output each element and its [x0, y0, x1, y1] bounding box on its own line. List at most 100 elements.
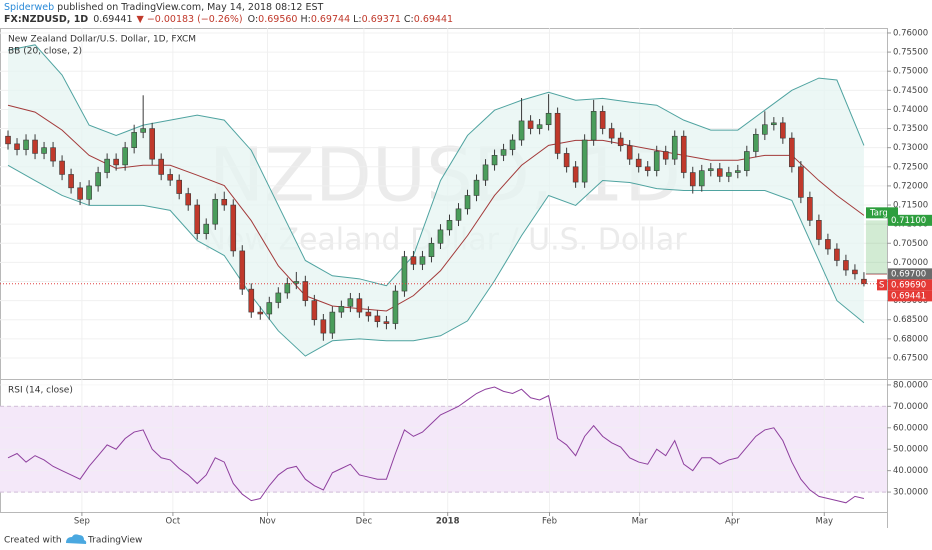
candle-body — [807, 197, 813, 221]
candle-body — [23, 139, 29, 150]
candle-body — [374, 315, 381, 322]
candle-body — [293, 281, 300, 284]
y-tick-label: 30.0000 — [893, 488, 928, 498]
header-line-1: Spiderweb published on TradingView.com, … — [4, 2, 324, 13]
candle-body — [284, 283, 291, 294]
y-tick-label: 0.68500 — [893, 315, 928, 325]
y-tick-label: 0.73000 — [893, 143, 928, 153]
axis-layer: 80.0000 70.0000 60.0000 50.0000 40.0000 30.00… — [74, 28, 932, 527]
y-tick-label: 70.0000 — [893, 402, 928, 412]
candle-body — [653, 151, 660, 171]
candle-body — [428, 242, 435, 257]
candle-body — [644, 166, 651, 171]
candle-body — [347, 298, 354, 307]
y-tick-label: 0.74000 — [893, 105, 928, 115]
y-tick-label: 50.0000 — [893, 445, 928, 455]
stop-tag: 0.69690 — [891, 280, 926, 290]
header-line-2: FX:NZDUSD, 1D 0.69441 ▼ −0.00183 (−0.26%) O… — [4, 14, 453, 25]
candle-body — [41, 147, 47, 154]
candle-body — [500, 149, 507, 156]
y-tick-label: 0.71500 — [893, 201, 928, 211]
y-tick-label: 0.76000 — [893, 28, 928, 38]
candle-body — [707, 168, 714, 171]
candle-body — [590, 111, 597, 141]
candle-body — [744, 151, 750, 171]
candle-body — [356, 298, 363, 313]
o-value: 0.69560 — [258, 14, 297, 25]
candle-body — [527, 120, 534, 129]
candle-body — [140, 128, 146, 133]
candle-body — [320, 319, 327, 334]
candle-body — [572, 166, 579, 183]
footer-created: Created with — [4, 536, 62, 546]
last-price-tag: 0.69441 — [891, 291, 926, 301]
candle-body — [716, 168, 723, 177]
candle-body — [248, 288, 255, 313]
candle-body — [410, 256, 417, 265]
stop-tag-bg — [888, 279, 932, 291]
candle-body — [455, 208, 462, 221]
candle-body — [329, 311, 336, 334]
candle-body — [194, 204, 201, 235]
stop-label: S — [879, 280, 884, 290]
change: ▼ −0.00183 (−0.26%) — [137, 14, 243, 25]
candle-body — [176, 179, 183, 194]
candle-body — [861, 278, 867, 285]
y-tick-label: 0.75000 — [893, 67, 928, 77]
stop-label-bg — [877, 279, 887, 291]
rsi-legend: RSI (14, close) — [8, 386, 73, 396]
candle-body — [203, 223, 210, 235]
candle-body — [104, 158, 110, 173]
c-value: 0.69441 — [414, 14, 453, 25]
candle-body — [635, 158, 642, 168]
target-tag: 0.71100 — [891, 216, 926, 226]
y-tick-label: 0.70500 — [893, 239, 928, 249]
candle-body — [581, 139, 588, 183]
candle-body — [212, 198, 219, 225]
tradingview-logo — [66, 534, 87, 544]
candle-body — [401, 256, 408, 292]
published: published on TradingView.com, May 14, 20… — [54, 2, 323, 13]
candle-body — [14, 143, 20, 150]
candle-body — [113, 158, 119, 166]
y-tick-label: 0.72000 — [893, 181, 928, 191]
candle-body — [735, 170, 741, 173]
y-tick-label: 0.72500 — [893, 162, 928, 172]
plot-layer — [0, 28, 887, 512]
candle-body — [32, 139, 38, 154]
h-label: H: — [300, 14, 310, 25]
candle-body — [275, 292, 282, 303]
rsi-line — [7, 386, 865, 504]
y-tick-label: 80.0000 — [893, 380, 928, 390]
candle-body — [311, 300, 318, 321]
candle-body — [662, 151, 669, 160]
candle-body — [77, 187, 83, 200]
target-label-bg — [866, 207, 898, 219]
h-value: 0.69744 — [311, 14, 350, 25]
bb-lower — [7, 164, 865, 357]
candle-body — [230, 204, 237, 252]
entry-tag-bg — [888, 268, 932, 280]
candle-body — [834, 248, 840, 261]
footer-brand[interactable]: TradingView — [87, 536, 142, 546]
candle-body — [419, 256, 426, 265]
candle-body — [167, 174, 173, 181]
last-price-tag-bg — [888, 290, 932, 302]
candle-body — [158, 158, 164, 175]
candle-body — [68, 174, 74, 189]
candle-body — [816, 220, 822, 240]
author[interactable]: Spiderweb — [4, 2, 54, 13]
candle-body — [753, 133, 759, 152]
candle-body — [131, 132, 137, 148]
y-tick-label: 0.74500 — [893, 86, 928, 96]
candle-body — [482, 164, 489, 181]
candle-body — [86, 185, 92, 200]
y-tick-label: 0.67500 — [893, 353, 928, 363]
y-tick-label: 60.0000 — [893, 423, 928, 433]
l-value: 0.69371 — [362, 14, 401, 25]
candle-body — [518, 120, 525, 141]
candle-body — [5, 135, 11, 145]
candle-body — [536, 124, 543, 129]
